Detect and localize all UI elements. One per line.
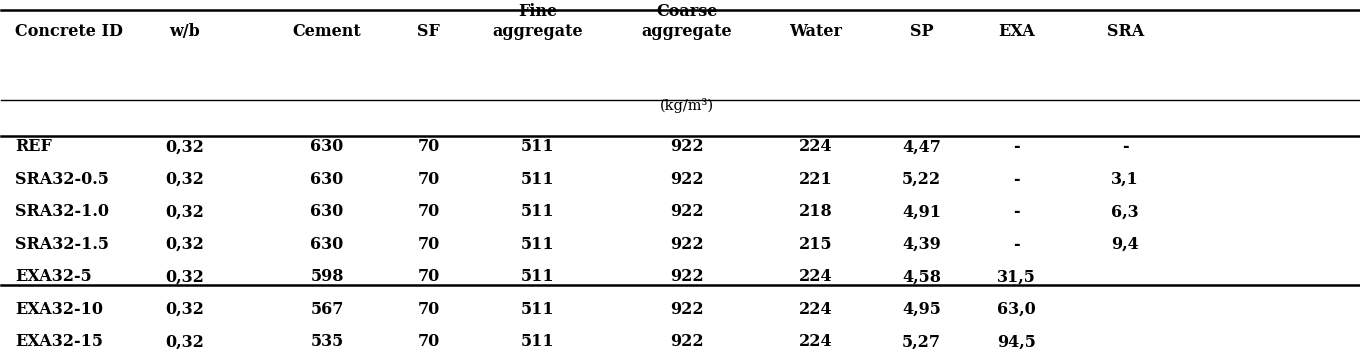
- Text: EXA32-15: EXA32-15: [15, 333, 103, 349]
- Text: 94,5: 94,5: [997, 333, 1036, 349]
- Text: 31,5: 31,5: [997, 268, 1036, 285]
- Text: 511: 511: [521, 236, 555, 253]
- Text: 70: 70: [418, 301, 441, 318]
- Text: -: -: [1013, 139, 1020, 155]
- Text: 70: 70: [418, 203, 441, 220]
- Text: 922: 922: [670, 139, 703, 155]
- Text: SF: SF: [418, 23, 441, 40]
- Text: 3,1: 3,1: [1111, 171, 1140, 188]
- Text: 630: 630: [310, 203, 344, 220]
- Text: 224: 224: [798, 268, 832, 285]
- Text: SRA32-0.5: SRA32-0.5: [15, 171, 109, 188]
- Text: 63,0: 63,0: [997, 301, 1036, 318]
- Text: 224: 224: [798, 139, 832, 155]
- Text: 0,32: 0,32: [165, 236, 204, 253]
- Text: 922: 922: [670, 301, 703, 318]
- Text: -: -: [1013, 236, 1020, 253]
- Text: 70: 70: [418, 268, 441, 285]
- Text: SRA: SRA: [1107, 23, 1144, 40]
- Text: Concrete ID: Concrete ID: [15, 23, 122, 40]
- Text: 70: 70: [418, 236, 441, 253]
- Text: 511: 511: [521, 333, 555, 349]
- Text: 922: 922: [670, 171, 703, 188]
- Text: 0,32: 0,32: [165, 268, 204, 285]
- Text: (kg/m³): (kg/m³): [660, 98, 714, 113]
- Text: 535: 535: [310, 333, 344, 349]
- Text: 4,91: 4,91: [902, 203, 941, 220]
- Text: 922: 922: [670, 203, 703, 220]
- Text: 70: 70: [418, 139, 441, 155]
- Text: -: -: [1013, 171, 1020, 188]
- Text: 70: 70: [418, 333, 441, 349]
- Text: 511: 511: [521, 203, 555, 220]
- Text: 0,32: 0,32: [165, 171, 204, 188]
- Text: 4,95: 4,95: [902, 301, 941, 318]
- Text: Fine
aggregate: Fine aggregate: [492, 3, 583, 40]
- Text: 4,58: 4,58: [902, 268, 941, 285]
- Text: 0,32: 0,32: [165, 301, 204, 318]
- Text: 922: 922: [670, 236, 703, 253]
- Text: 598: 598: [310, 268, 344, 285]
- Text: 0,32: 0,32: [165, 203, 204, 220]
- Text: SRA32-1.5: SRA32-1.5: [15, 236, 109, 253]
- Text: 4,47: 4,47: [902, 139, 941, 155]
- Text: 224: 224: [798, 333, 832, 349]
- Text: 218: 218: [798, 203, 832, 220]
- Text: EXA32-10: EXA32-10: [15, 301, 103, 318]
- Text: Water: Water: [789, 23, 842, 40]
- Text: 567: 567: [310, 301, 344, 318]
- Text: 630: 630: [310, 236, 344, 253]
- Text: 70: 70: [418, 171, 441, 188]
- Text: -: -: [1122, 139, 1129, 155]
- Text: 511: 511: [521, 301, 555, 318]
- Text: 5,27: 5,27: [902, 333, 941, 349]
- Text: SP: SP: [910, 23, 933, 40]
- Text: 6,3: 6,3: [1111, 203, 1138, 220]
- Text: w/b: w/b: [169, 23, 200, 40]
- Text: 5,22: 5,22: [902, 171, 941, 188]
- Text: 4,39: 4,39: [902, 236, 941, 253]
- Text: 511: 511: [521, 171, 555, 188]
- Text: -: -: [1013, 203, 1020, 220]
- Text: 630: 630: [310, 139, 344, 155]
- Text: 0,32: 0,32: [165, 139, 204, 155]
- Text: 511: 511: [521, 139, 555, 155]
- Text: 215: 215: [798, 236, 832, 253]
- Text: 221: 221: [798, 171, 832, 188]
- Text: 0,32: 0,32: [165, 333, 204, 349]
- Text: Cement: Cement: [292, 23, 362, 40]
- Text: Coarse
aggregate: Coarse aggregate: [642, 3, 732, 40]
- Text: 922: 922: [670, 333, 703, 349]
- Text: 511: 511: [521, 268, 555, 285]
- Text: EXA: EXA: [998, 23, 1035, 40]
- Text: EXA32-5: EXA32-5: [15, 268, 91, 285]
- Text: 922: 922: [670, 268, 703, 285]
- Text: 9,4: 9,4: [1111, 236, 1140, 253]
- Text: SRA32-1.0: SRA32-1.0: [15, 203, 109, 220]
- Text: 630: 630: [310, 171, 344, 188]
- Text: REF: REF: [15, 139, 52, 155]
- Text: 224: 224: [798, 301, 832, 318]
